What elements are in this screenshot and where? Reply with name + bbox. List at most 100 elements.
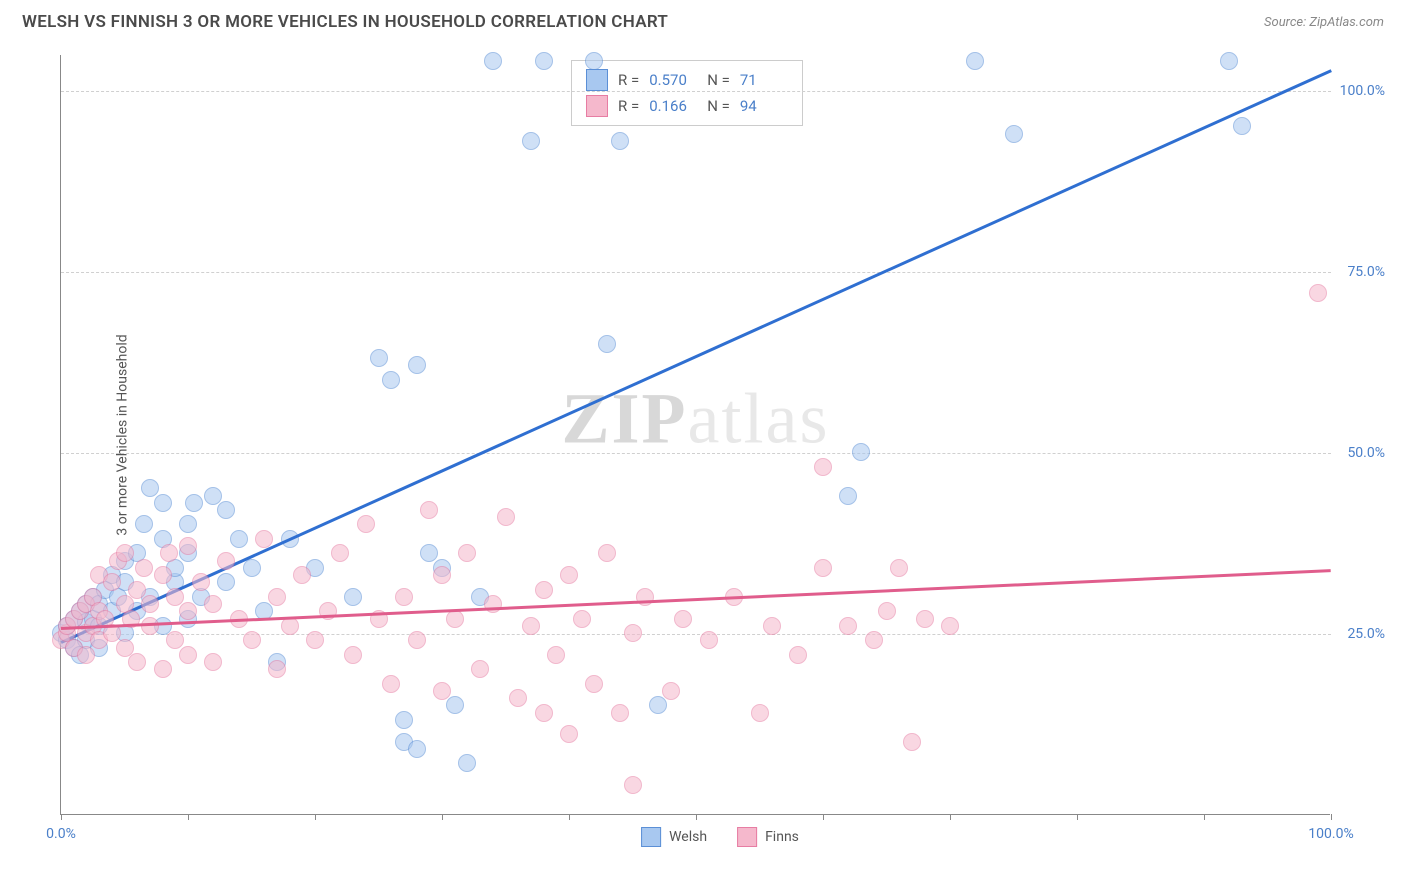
data-point — [116, 544, 134, 562]
stat-r-label: R = — [618, 71, 639, 89]
data-point — [560, 725, 578, 743]
trend-line — [60, 70, 1331, 644]
data-point — [179, 646, 197, 664]
data-point — [573, 610, 591, 628]
data-point — [204, 653, 222, 671]
data-point — [230, 530, 248, 548]
stat-r-value: 0.166 — [649, 97, 697, 115]
data-point — [293, 566, 311, 584]
data-point — [649, 696, 667, 714]
data-point — [611, 132, 629, 150]
data-point — [344, 646, 362, 664]
x-tick — [696, 814, 697, 820]
data-point — [751, 704, 769, 722]
data-point — [1309, 284, 1327, 302]
data-point — [268, 660, 286, 678]
data-point — [535, 704, 553, 722]
data-point — [344, 588, 362, 606]
y-tick-label: 100.0% — [1340, 83, 1385, 99]
data-point — [611, 704, 629, 722]
data-point — [814, 559, 832, 577]
data-point — [179, 602, 197, 620]
data-point — [497, 508, 515, 526]
data-point — [331, 544, 349, 562]
legend-item: Finns — [737, 827, 799, 847]
data-point — [878, 602, 896, 620]
data-point — [408, 356, 426, 374]
data-point — [395, 711, 413, 729]
data-point — [217, 501, 235, 519]
data-point — [598, 335, 616, 353]
data-point — [179, 537, 197, 555]
data-point — [1005, 125, 1023, 143]
chart-container: 3 or more Vehicles in Household ZIPatlas… — [60, 55, 1380, 815]
data-point — [865, 631, 883, 649]
data-point — [141, 617, 159, 635]
stat-r-value: 0.570 — [649, 71, 697, 89]
legend-swatch — [586, 95, 608, 117]
data-point — [154, 660, 172, 678]
y-tick-label: 50.0% — [1347, 445, 1385, 461]
data-point — [319, 602, 337, 620]
data-point — [636, 588, 654, 606]
x-tick — [442, 814, 443, 820]
chart-title: WELSH VS FINNISH 3 OR MORE VEHICLES IN H… — [22, 12, 668, 32]
stats-row: R =0.166N =94 — [586, 93, 788, 119]
data-point — [382, 675, 400, 693]
source-attribution: Source: ZipAtlas.com — [1264, 15, 1384, 30]
data-point — [192, 573, 210, 591]
legend-swatch — [641, 827, 661, 847]
data-point — [382, 371, 400, 389]
gridline — [61, 453, 1331, 454]
data-point — [916, 610, 934, 628]
x-tick — [823, 814, 824, 820]
x-tick-label: 0.0% — [46, 826, 76, 842]
stat-n-label: N = — [707, 97, 730, 115]
data-point — [433, 682, 451, 700]
trend-line — [61, 569, 1331, 629]
data-point — [1220, 52, 1238, 70]
data-point — [268, 588, 286, 606]
data-point — [903, 733, 921, 751]
data-point — [966, 52, 984, 70]
data-point — [217, 552, 235, 570]
data-point — [852, 443, 870, 461]
data-point — [357, 515, 375, 533]
data-point — [890, 559, 908, 577]
data-point — [77, 646, 95, 664]
y-tick-label: 25.0% — [1347, 626, 1385, 642]
data-point — [154, 494, 172, 512]
stats-row: R =0.570N =71 — [586, 67, 788, 93]
data-point — [128, 653, 146, 671]
data-point — [1233, 117, 1251, 135]
x-tick — [61, 814, 62, 820]
gridline — [61, 272, 1331, 273]
data-point — [141, 595, 159, 613]
data-point — [154, 566, 172, 584]
data-point — [674, 610, 692, 628]
data-point — [484, 52, 502, 70]
data-point — [585, 675, 603, 693]
data-point — [624, 624, 642, 642]
data-point — [839, 617, 857, 635]
stat-r-label: R = — [618, 97, 639, 115]
data-point — [598, 544, 616, 562]
legend-label: Finns — [765, 829, 799, 845]
x-tick — [950, 814, 951, 820]
data-point — [255, 530, 273, 548]
data-point — [408, 631, 426, 649]
data-point — [103, 573, 121, 591]
data-point — [522, 617, 540, 635]
data-point — [458, 544, 476, 562]
data-point — [535, 581, 553, 599]
data-point — [941, 617, 959, 635]
data-point — [700, 631, 718, 649]
y-tick-label: 75.0% — [1347, 264, 1385, 280]
legend-swatch — [586, 69, 608, 91]
watermark: ZIPatlas — [562, 378, 830, 461]
gridline — [61, 91, 1331, 92]
data-point — [839, 487, 857, 505]
x-tick — [1204, 814, 1205, 820]
data-point — [662, 682, 680, 700]
stat-n-label: N = — [707, 71, 730, 89]
